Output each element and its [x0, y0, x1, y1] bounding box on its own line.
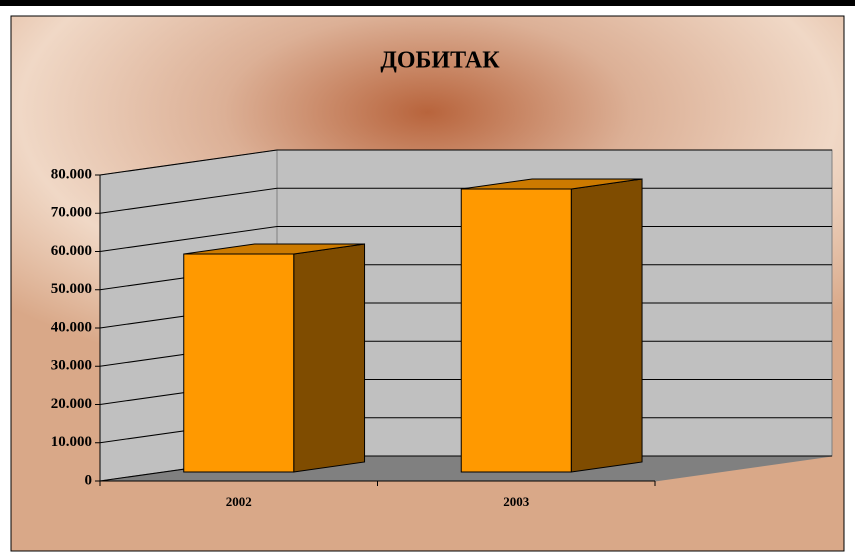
y-tick-label: 50.000 — [51, 281, 92, 297]
x-tick-label: 2003 — [503, 494, 530, 509]
grid-line — [99, 226, 832, 252]
chart-title: ДОБИТАК — [380, 48, 500, 74]
y-tick-label: 30.000 — [51, 358, 92, 374]
y-tick-label: 40.000 — [51, 319, 92, 335]
y-tick-label: 60.000 — [51, 243, 92, 259]
grid-line — [99, 149, 832, 176]
y-tick-label: 80.000 — [51, 166, 92, 182]
x-tick-label: 2002 — [226, 494, 252, 509]
bar-side — [570, 178, 643, 473]
bar — [183, 253, 295, 473]
y-tick-label: 0 — [85, 472, 93, 488]
y-tick-label: 70.000 — [51, 205, 92, 221]
grid-line — [99, 187, 832, 214]
bar — [460, 188, 572, 473]
y-tick-label: 10.000 — [51, 434, 92, 450]
bar-side — [293, 243, 366, 473]
y-tick-label: 20.000 — [51, 396, 92, 412]
top-bar — [0, 0, 855, 6]
